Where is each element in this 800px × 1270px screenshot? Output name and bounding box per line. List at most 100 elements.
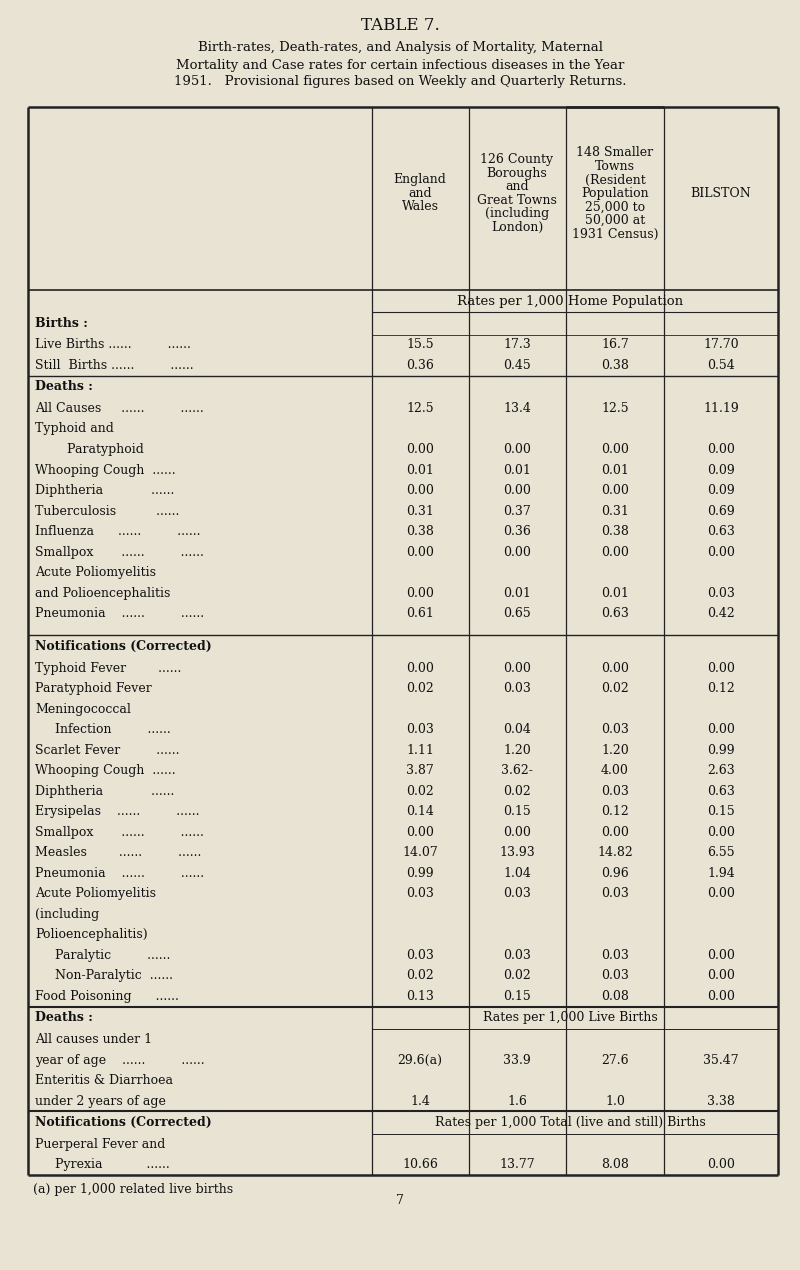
Text: Typhoid Fever        ......: Typhoid Fever ......: [35, 662, 182, 674]
Text: 0.00: 0.00: [707, 949, 735, 961]
Text: (a) per 1,000 related live births: (a) per 1,000 related live births: [33, 1182, 233, 1195]
Text: 1.11: 1.11: [406, 744, 434, 757]
Text: 0.01: 0.01: [601, 464, 629, 476]
Text: 0.12: 0.12: [601, 805, 629, 818]
Text: Polioencephalitis): Polioencephalitis): [35, 928, 148, 941]
Text: 0.31: 0.31: [406, 504, 434, 518]
Text: 0.00: 0.00: [406, 484, 434, 497]
Text: 8.08: 8.08: [601, 1158, 629, 1171]
Text: 0.02: 0.02: [503, 785, 531, 798]
Text: Pneumonia    ......         ......: Pneumonia ...... ......: [35, 607, 204, 620]
Text: 0.96: 0.96: [601, 867, 629, 880]
Text: Diphtheria            ......: Diphtheria ......: [35, 484, 174, 497]
Text: 0.00: 0.00: [601, 826, 629, 838]
Text: 0.00: 0.00: [707, 1158, 735, 1171]
Text: 0.02: 0.02: [406, 682, 434, 695]
Text: Puerperal Fever and: Puerperal Fever and: [35, 1138, 166, 1151]
Text: 0.01: 0.01: [503, 587, 531, 599]
Text: 0.00: 0.00: [601, 484, 629, 497]
Text: 0.37: 0.37: [503, 504, 531, 518]
Text: Towns: Towns: [595, 160, 635, 173]
Text: 1.20: 1.20: [601, 744, 629, 757]
Text: 0.03: 0.03: [707, 587, 735, 599]
Text: 0.02: 0.02: [406, 969, 434, 983]
Text: 0.14: 0.14: [406, 805, 434, 818]
Text: 0.12: 0.12: [707, 682, 735, 695]
Text: Population: Population: [581, 187, 649, 199]
Text: Influenza      ......         ......: Influenza ...... ......: [35, 525, 201, 538]
Text: Pneumonia    ......         ......: Pneumonia ...... ......: [35, 867, 204, 880]
Text: Births :: Births :: [35, 316, 88, 330]
Text: Still  Births ......         ......: Still Births ...... ......: [35, 359, 194, 372]
Text: Food Poisoning      ......: Food Poisoning ......: [35, 989, 179, 1003]
Text: 0.03: 0.03: [406, 888, 434, 900]
Text: 1.6: 1.6: [507, 1095, 527, 1107]
Text: 0.65: 0.65: [503, 607, 531, 620]
Text: 0.99: 0.99: [406, 867, 434, 880]
Text: Diphtheria            ......: Diphtheria ......: [35, 785, 174, 798]
Text: 0.01: 0.01: [601, 587, 629, 599]
Text: 126 County: 126 County: [481, 154, 554, 166]
Text: TABLE 7.: TABLE 7.: [361, 17, 439, 33]
Text: 14.82: 14.82: [597, 846, 633, 860]
Text: 0.09: 0.09: [707, 484, 735, 497]
Text: 0.03: 0.03: [601, 723, 629, 737]
Text: 0.99: 0.99: [707, 744, 735, 757]
Text: 0.00: 0.00: [707, 826, 735, 838]
Text: Smallpox       ......         ......: Smallpox ...... ......: [35, 546, 204, 559]
Text: 4.00: 4.00: [601, 765, 629, 777]
Text: 0.00: 0.00: [406, 826, 434, 838]
Text: 25,000 to: 25,000 to: [585, 201, 645, 213]
Text: 0.00: 0.00: [406, 587, 434, 599]
Text: 0.42: 0.42: [707, 607, 735, 620]
Text: 0.15: 0.15: [503, 989, 531, 1003]
Text: 148 Smaller: 148 Smaller: [577, 146, 654, 160]
Text: Acute Poliomyelitis: Acute Poliomyelitis: [35, 888, 156, 900]
Text: Typhoid and: Typhoid and: [35, 423, 114, 436]
Text: 1.0: 1.0: [605, 1095, 625, 1107]
Text: 0.45: 0.45: [503, 359, 531, 372]
Text: 3.62-: 3.62-: [501, 765, 533, 777]
Text: London): London): [491, 221, 543, 234]
Text: Wales: Wales: [402, 201, 438, 213]
Text: 0.15: 0.15: [707, 805, 735, 818]
Text: 0.63: 0.63: [707, 525, 735, 538]
Text: All Causes     ......         ......: All Causes ...... ......: [35, 403, 204, 415]
Text: England: England: [394, 174, 446, 187]
Text: 0.69: 0.69: [707, 504, 735, 518]
Text: 1.20: 1.20: [503, 744, 531, 757]
Text: 0.00: 0.00: [601, 662, 629, 674]
Text: 1951.   Provisional figures based on Weekly and Quarterly Returns.: 1951. Provisional figures based on Weekl…: [174, 75, 626, 89]
Text: Meningococcal: Meningococcal: [35, 702, 131, 715]
Text: 0.03: 0.03: [503, 682, 531, 695]
Text: 6.55: 6.55: [707, 846, 735, 860]
Text: under 2 years of age: under 2 years of age: [35, 1095, 166, 1107]
Text: 29.6(a): 29.6(a): [398, 1054, 442, 1067]
Text: Deaths :: Deaths :: [35, 1011, 93, 1025]
Text: 11.19: 11.19: [703, 403, 739, 415]
Text: 0.00: 0.00: [707, 443, 735, 456]
Text: 0.00: 0.00: [707, 969, 735, 983]
Text: 0.00: 0.00: [707, 662, 735, 674]
Text: 33.9: 33.9: [503, 1054, 531, 1067]
Text: All causes under 1: All causes under 1: [35, 1033, 152, 1046]
Text: Birth-rates, Death-rates, and Analysis of Mortality, Maternal: Birth-rates, Death-rates, and Analysis o…: [198, 42, 602, 55]
Text: BILSTON: BILSTON: [690, 187, 751, 199]
Text: 0.03: 0.03: [503, 949, 531, 961]
Text: 0.02: 0.02: [503, 969, 531, 983]
Text: 13.93: 13.93: [499, 846, 535, 860]
Text: 16.7: 16.7: [601, 338, 629, 352]
Text: 3.38: 3.38: [707, 1095, 735, 1107]
Text: Mortality and Case rates for certain infectious diseases in the Year: Mortality and Case rates for certain inf…: [176, 58, 624, 71]
Text: Paralytic         ......: Paralytic ......: [35, 949, 170, 961]
Text: 0.15: 0.15: [503, 805, 531, 818]
Text: 1.4: 1.4: [410, 1095, 430, 1107]
Text: 0.03: 0.03: [601, 888, 629, 900]
Text: 0.03: 0.03: [601, 785, 629, 798]
Text: 0.38: 0.38: [406, 525, 434, 538]
Text: 13.77: 13.77: [499, 1158, 535, 1171]
Text: Live Births ......         ......: Live Births ...... ......: [35, 338, 191, 352]
Text: 0.08: 0.08: [601, 989, 629, 1003]
Text: 0.00: 0.00: [503, 826, 531, 838]
Text: and: and: [505, 180, 529, 193]
